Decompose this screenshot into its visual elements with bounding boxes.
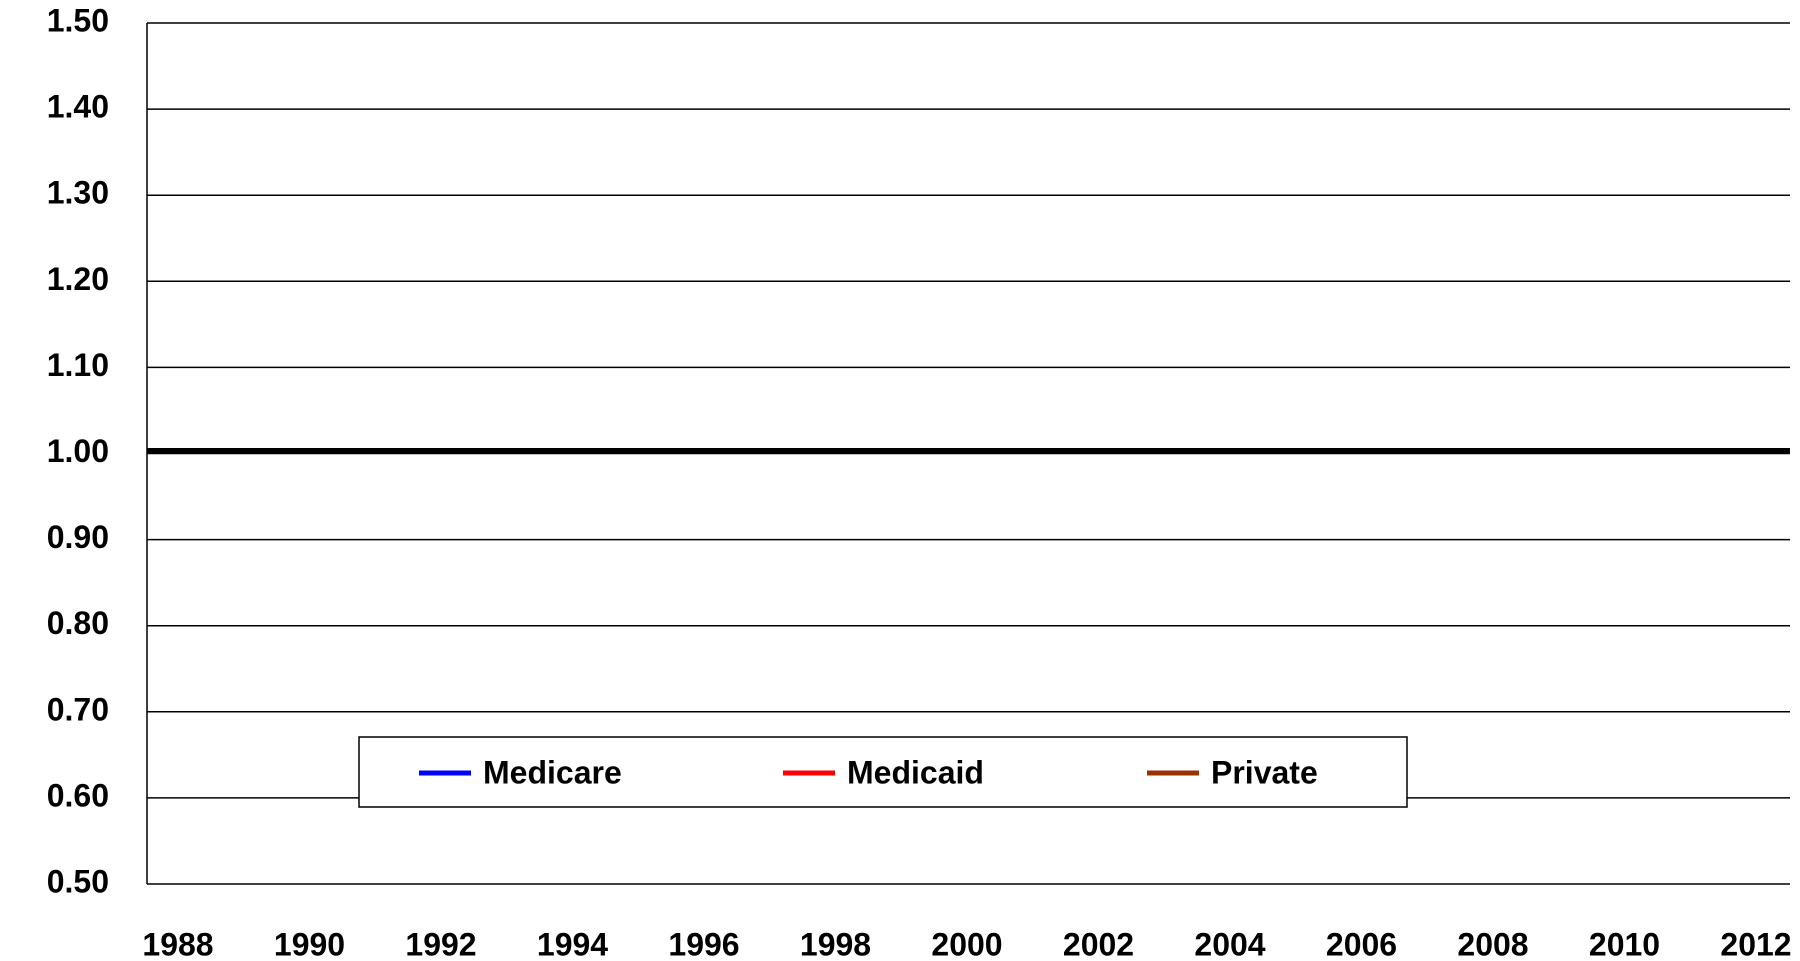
x-tick-label: 2000 bbox=[931, 926, 1002, 961]
y-tick-label: 0.80 bbox=[47, 605, 109, 641]
legend-box bbox=[358, 736, 1408, 808]
x-tick-label: 2006 bbox=[1326, 926, 1397, 961]
y-tick-label: 1.00 bbox=[47, 433, 109, 469]
x-tick-label: 2002 bbox=[1063, 926, 1134, 961]
x-tick-label: 2004 bbox=[1194, 926, 1265, 961]
x-tick-label: 1996 bbox=[668, 926, 739, 961]
legend-label: Medicaid bbox=[847, 754, 984, 790]
x-tick-label: 1998 bbox=[800, 926, 871, 961]
y-tick-label: 1.50 bbox=[47, 2, 109, 38]
y-tick-label: 0.50 bbox=[47, 863, 109, 899]
x-tick-label: 1990 bbox=[274, 926, 345, 961]
x-tick-label: 2012 bbox=[1720, 926, 1791, 961]
x-tick-label: 1988 bbox=[142, 926, 213, 961]
y-tick-label: 0.70 bbox=[47, 691, 109, 727]
y-tick-label: 1.30 bbox=[47, 175, 109, 211]
legend-label: Medicare bbox=[483, 754, 622, 790]
x-tick-label: 2008 bbox=[1457, 926, 1528, 961]
x-tick-label: 1994 bbox=[537, 926, 608, 961]
y-tick-label: 1.20 bbox=[47, 261, 109, 297]
x-tick-label: 2010 bbox=[1589, 926, 1660, 961]
y-tick-label: 0.60 bbox=[47, 777, 109, 813]
y-tick-label: 1.40 bbox=[47, 89, 109, 125]
y-tick-label: 0.90 bbox=[47, 519, 109, 555]
y-tick-label: 1.10 bbox=[47, 347, 109, 383]
legend-label: Private bbox=[1211, 754, 1318, 790]
x-tick-label: 1992 bbox=[405, 926, 476, 961]
